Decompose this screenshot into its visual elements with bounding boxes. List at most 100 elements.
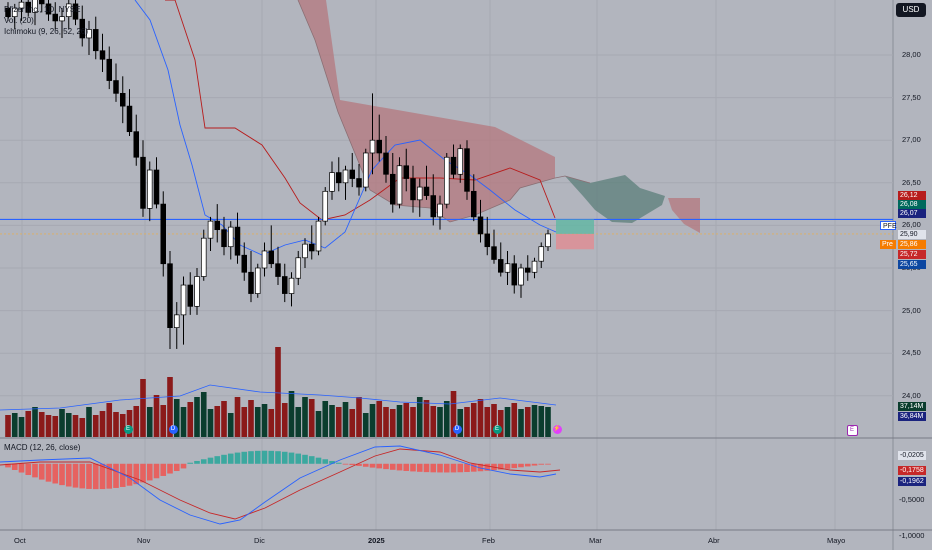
event-marker[interactable]: E bbox=[846, 425, 858, 436]
candle-body bbox=[234, 226, 241, 256]
candle-body bbox=[423, 186, 430, 196]
volume-bar bbox=[545, 407, 551, 437]
volume-bar bbox=[173, 399, 180, 437]
event-marker[interactable]: D bbox=[452, 425, 462, 434]
volume-bar bbox=[106, 403, 113, 437]
volume-bar bbox=[349, 409, 356, 437]
candle-body bbox=[106, 58, 112, 81]
volume-bar bbox=[497, 410, 504, 437]
event-marker[interactable]: E bbox=[123, 425, 133, 434]
volume-bar bbox=[464, 407, 470, 437]
macd-histogram-bar bbox=[106, 463, 113, 489]
macd-histogram-bar bbox=[153, 463, 160, 479]
candle-body bbox=[275, 263, 281, 277]
macd-tick-label: -1,0000 bbox=[899, 531, 925, 541]
candle-body bbox=[342, 169, 349, 184]
price-tick-label: 25,00 bbox=[902, 305, 921, 315]
macd-histogram-bar bbox=[288, 452, 295, 464]
volume-bar bbox=[180, 407, 187, 437]
volume-bar bbox=[167, 377, 173, 437]
volume-bar bbox=[295, 407, 302, 437]
macd-histogram-bar bbox=[113, 463, 119, 488]
volume-bar bbox=[140, 379, 146, 437]
volume-legend[interactable]: Vol. (20) bbox=[4, 16, 34, 25]
volume-bar bbox=[531, 405, 538, 437]
macd-histogram-bar bbox=[437, 463, 443, 473]
price-tick-label: 26,50 bbox=[902, 177, 921, 187]
volume-bar bbox=[491, 404, 497, 437]
candle-body bbox=[221, 229, 227, 248]
tenkan-line bbox=[134, 0, 557, 256]
macd-histogram-bar bbox=[119, 463, 126, 487]
macd-histogram-bar bbox=[173, 463, 180, 472]
volume-bar bbox=[32, 407, 38, 437]
volume-bar bbox=[5, 415, 11, 437]
candle-body bbox=[255, 267, 261, 294]
event-marker[interactable]: D bbox=[168, 425, 178, 434]
volume-bar bbox=[443, 401, 450, 437]
volume-bar bbox=[281, 403, 288, 437]
candle-body bbox=[133, 131, 140, 158]
candle-body bbox=[187, 284, 194, 307]
price-tick-label: 27,50 bbox=[902, 92, 921, 102]
macd-histogram-bar bbox=[308, 456, 315, 464]
macd-histogram-bar bbox=[295, 453, 302, 464]
candle-body bbox=[194, 276, 200, 307]
volume-bar bbox=[187, 402, 194, 437]
candle-body bbox=[153, 169, 160, 205]
volume-bar bbox=[315, 411, 322, 437]
candle-body bbox=[201, 237, 207, 277]
macd-histogram-bar bbox=[322, 459, 329, 464]
macd-histogram-bar bbox=[52, 463, 59, 484]
macd-histogram-bar bbox=[430, 463, 437, 473]
volume-bar bbox=[194, 397, 200, 437]
volume-bar bbox=[200, 392, 207, 437]
macd-histogram-bar bbox=[200, 459, 207, 464]
macd-histogram-bar bbox=[389, 463, 396, 470]
volume-bar bbox=[241, 407, 248, 437]
cloud-lower-badge: 26,08 bbox=[898, 200, 926, 209]
macd-histogram-bar bbox=[268, 450, 275, 464]
ichimoku-legend[interactable]: Ichimoku (9, 26, 52, 26) bbox=[4, 27, 89, 36]
candle-body bbox=[457, 148, 464, 175]
candle-body bbox=[491, 246, 497, 260]
candle-body bbox=[92, 29, 99, 52]
price-tick-label: 28,00 bbox=[902, 50, 921, 59]
volume-bar bbox=[275, 347, 281, 437]
candle-body bbox=[86, 29, 92, 39]
event-marker[interactable]: ⚡ bbox=[552, 425, 562, 434]
symbol-legend[interactable]: Pfizer Inc., 1D, NYSE bbox=[4, 5, 81, 14]
candle-body bbox=[52, 13, 58, 22]
candle-body bbox=[79, 18, 85, 39]
volume-bar bbox=[356, 397, 362, 437]
symbol-tag: PFE bbox=[880, 221, 897, 230]
currency-button[interactable]: USD bbox=[896, 3, 926, 17]
ichimoku-cloud-bearish-future bbox=[668, 198, 700, 233]
macd-histogram-bar bbox=[518, 463, 524, 468]
macd-histogram-bar bbox=[227, 453, 234, 464]
candle-body bbox=[207, 220, 214, 239]
macd-histogram-bar bbox=[92, 463, 99, 490]
volume-bar bbox=[342, 402, 349, 437]
volume-bar bbox=[227, 413, 234, 437]
macd-histogram-bar bbox=[450, 463, 457, 473]
macd-histogram-bar bbox=[410, 463, 416, 472]
macd-histogram-bar bbox=[167, 463, 173, 474]
candle-body bbox=[322, 190, 329, 222]
candle-body bbox=[403, 165, 410, 179]
volume-badge-b: 36,84M bbox=[898, 412, 926, 421]
volume-bar bbox=[25, 411, 32, 437]
volume-bar bbox=[126, 410, 133, 437]
price-tick-label: 27,00 bbox=[902, 135, 921, 145]
pre-tag: Pre bbox=[880, 240, 896, 249]
macd-histogram-bar bbox=[59, 463, 65, 486]
macd-tick-label: -0,5000 bbox=[899, 495, 925, 505]
macd-histogram-bar bbox=[396, 463, 403, 471]
volume-bar bbox=[18, 417, 25, 437]
macd-legend[interactable]: MACD (12, 26, close) bbox=[4, 443, 81, 452]
volume-bar bbox=[72, 415, 79, 437]
candle-body bbox=[464, 148, 470, 192]
event-marker[interactable]: E bbox=[492, 425, 502, 434]
